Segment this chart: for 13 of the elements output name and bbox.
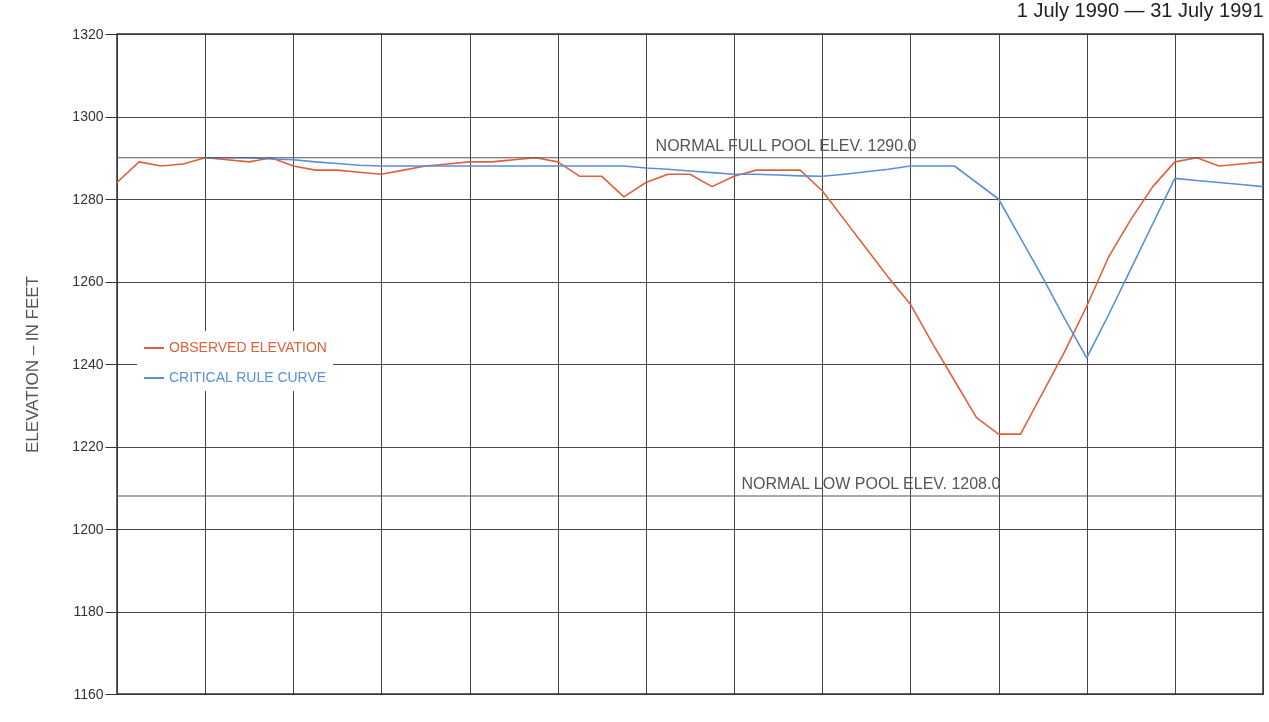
y-tick-label: 1160: [73, 685, 104, 702]
y-tick-label: 1220: [72, 438, 104, 454]
y-tick-label: 1280: [72, 190, 104, 207]
y-axis-title: ELEVATION – IN FEET: [23, 276, 43, 453]
y-tick-label: 1320: [72, 25, 104, 42]
chart-title: 1 July 1990 — 31 July 1991: [1016, 0, 1264, 21]
y-tick-label: 1180: [73, 603, 104, 619]
legend-label: CRITICAL RULE CURVE: [169, 369, 327, 385]
y-tick-label: 1240: [72, 355, 104, 372]
legend-label: OBSERVED ELEVATION: [169, 339, 327, 355]
y-tick-label: 1260: [72, 273, 104, 289]
y-tick-label: 1200: [72, 520, 104, 537]
y-tick-label: 1300: [72, 108, 104, 124]
